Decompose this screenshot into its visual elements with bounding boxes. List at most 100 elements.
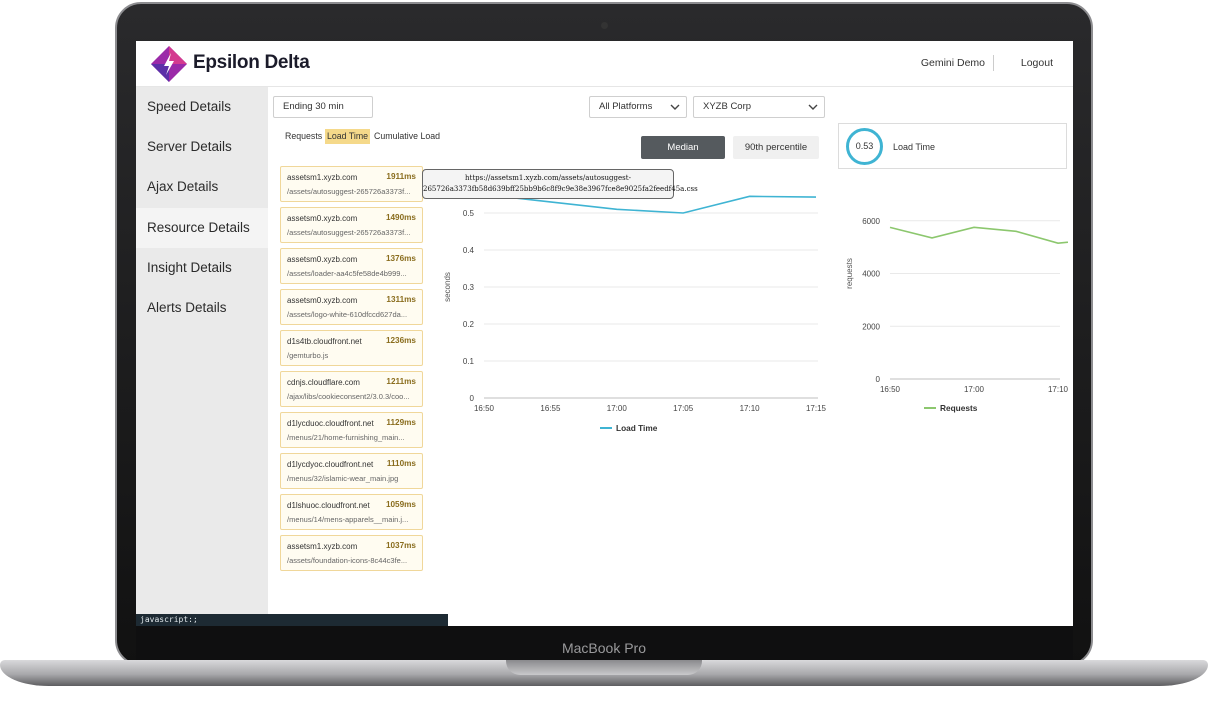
chevron-down-icon [670,104,680,110]
resource-path: /menus/32/islamic-wear_main.jpg [287,474,399,483]
kpi-card: 0.53 Load Time [838,123,1067,169]
resource-host: assetsm0.xyzb.com [287,296,358,305]
sidebar: Speed Details Server Details Ajax Detail… [136,87,268,626]
x-tick-label: 17:00 [607,404,628,413]
org-value: XYZB Corp [703,101,752,112]
resource-path: /gemturbo.js [287,351,329,360]
resource-path: /assets/logo-white-610dfccd627da... [287,310,408,319]
y-axis-label: seconds [443,272,452,302]
tooltip-line-2: 265726a3373fb58d639bff25bb9b6c8f9c9e38e3… [423,185,698,193]
logo-icon [151,46,187,82]
y-tick-label: 0.3 [463,283,475,292]
x-tick-label: 17:05 [673,404,694,413]
y-tick-label: 6000 [862,217,880,226]
tab-cumulative-load[interactable]: Cumulative Load [374,131,441,141]
x-tick-label: 17:00 [964,385,985,394]
resource-card[interactable]: assetsm0.xyzb.com 1376ms /assets/loader-… [280,248,423,284]
platform-select[interactable]: All Platforms [589,96,687,118]
resource-path: /assets/autosuggest-265726a3373f... [287,228,411,237]
y-tick-label: 0.1 [463,357,475,366]
resource-card[interactable]: d1lycdyoc.cloudfront.net 1110ms /menus/3… [280,453,423,489]
y-tick-label: 0.5 [463,209,475,218]
y-tick-label: 0 [470,394,475,403]
logout-link[interactable]: Logout [1020,57,1053,69]
tab-requests[interactable]: Requests [285,131,323,141]
resource-host: assetsm0.xyzb.com [287,255,358,264]
legend-label: Load Time [616,423,658,433]
resource-path: /menus/14/mens-apparels__main.j... [287,515,409,524]
x-tick-label: 17:10 [1048,385,1068,394]
x-tick-label: 17:15 [806,404,827,413]
resource-host: d1lshuoc.cloudfront.net [287,501,370,510]
time-range-value: Ending 30 min [283,101,344,112]
series-line [483,193,817,214]
requests-chart: 0200040006000800016:5017:0017:10requests… [845,217,1068,413]
resource-path: /assets/loader-aa4c5fe58de4b999... [287,269,407,278]
sidebar-item-insight[interactable]: Insight Details [147,260,232,275]
kpi-label: Load Time [893,142,936,152]
platform-value: All Platforms [599,101,653,112]
resource-card[interactable]: d1s4tb.cloudfront.net 1236ms /gemturbo.j… [280,330,423,366]
resource-host: assetsm1.xyzb.com [287,173,358,182]
resource-duration: 1110ms [386,459,416,468]
resource-path: /assets/foundation-icons-8c44c3fe... [287,556,408,565]
x-tick-label: 16:50 [474,404,495,413]
y-tick-label: 2000 [862,322,880,331]
resource-duration: 1311ms [386,295,416,304]
resource-card[interactable]: d1lycduoc.cloudfront.net 1129ms /menus/2… [280,412,423,448]
y-tick-label: 0 [876,375,881,384]
resource-card[interactable]: assetsm1.xyzb.com 1911ms /assets/autosug… [280,166,423,202]
y-tick-label: 0.4 [463,246,475,255]
sidebar-item-ajax[interactable]: Ajax Details [147,179,219,194]
resource-host: assetsm1.xyzb.com [287,542,358,551]
resource-duration: 1037ms [385,541,416,550]
resource-path: /assets/autosuggest-265726a3373f... [287,187,411,196]
resource-card[interactable]: d1lshuoc.cloudfront.net 1059ms /menus/14… [280,494,423,530]
kpi-value: 0.53 [855,141,874,151]
resource-host: d1s4tb.cloudfront.net [287,337,362,346]
legend-label: Requests [940,403,978,413]
resource-duration: 1059ms [385,500,416,509]
resource-duration: 1236ms [385,336,416,345]
median-button[interactable]: Median [641,136,725,159]
org-select[interactable]: XYZB Corp [693,96,825,118]
resource-card[interactable]: cdnjs.cloudflare.com 1211ms /ajax/libs/c… [280,371,423,407]
resource-path: /menus/21/home-furnishing_main... [287,433,405,442]
p90-button[interactable]: 90th percentile [733,136,819,159]
x-tick-label: 16:50 [880,385,901,394]
kpi-ring: 0.53 [846,128,883,165]
resource-card[interactable]: assetsm1.xyzb.com 1037ms /assets/foundat… [280,535,423,571]
tab-load-time[interactable]: Load Time [325,129,371,144]
resource-host: d1lycduoc.cloudfront.net [287,419,374,428]
tooltip-line-1: https://assetsm1.xyzb.com/assets/autosug… [465,174,631,182]
resource-card[interactable]: assetsm0.xyzb.com 1311ms /assets/logo-wh… [280,289,423,325]
sidebar-item-alerts[interactable]: Alerts Details [147,300,227,315]
resource-host: d1lycdyoc.cloudfront.net [287,460,374,469]
header-divider [993,55,994,71]
y-axis-label: requests [845,258,854,289]
sidebar-item-server[interactable]: Server Details [147,139,232,154]
laptop-bezel [136,626,1073,660]
resource-host: assetsm0.xyzb.com [287,214,358,223]
y-tick-label: 0.2 [463,320,475,329]
y-tick-label: 4000 [862,270,880,279]
resource-path: /ajax/libs/cookieconsent2/3.0.3/coo... [287,392,410,401]
resource-duration: 1129ms [386,418,416,427]
time-range-field[interactable]: Ending 30 min [273,96,373,118]
load-time-chart: 0 0.1 0.2 0.3 0.4 0.5 16:50 16:55 17:00 17:05 17:1… [443,193,827,433]
top-bar: Epsilon Delta Gemini Demo Logout [136,41,1073,87]
resource-card[interactable]: assetsm0.xyzb.com 1490ms /assets/autosug… [280,207,423,243]
user-name[interactable]: Gemini Demo [920,57,985,69]
sidebar-item-speed[interactable]: Speed Details [147,99,232,114]
resource-tooltip: https://assetsm1.xyzb.com/assets/autosug… [422,169,698,199]
browser-status-bar: javascript:; [136,614,448,626]
camera-icon [601,22,608,29]
laptop-notch [506,660,702,675]
resource-host: cdnjs.cloudflare.com [287,378,360,387]
series-line [889,226,1068,244]
resource-duration: 1490ms [385,213,416,222]
chevron-down-icon [808,104,818,110]
sidebar-item-resource[interactable]: Resource Details [136,208,268,248]
app-screen: Epsilon Delta Gemini Demo Logout Speed D… [136,41,1073,626]
